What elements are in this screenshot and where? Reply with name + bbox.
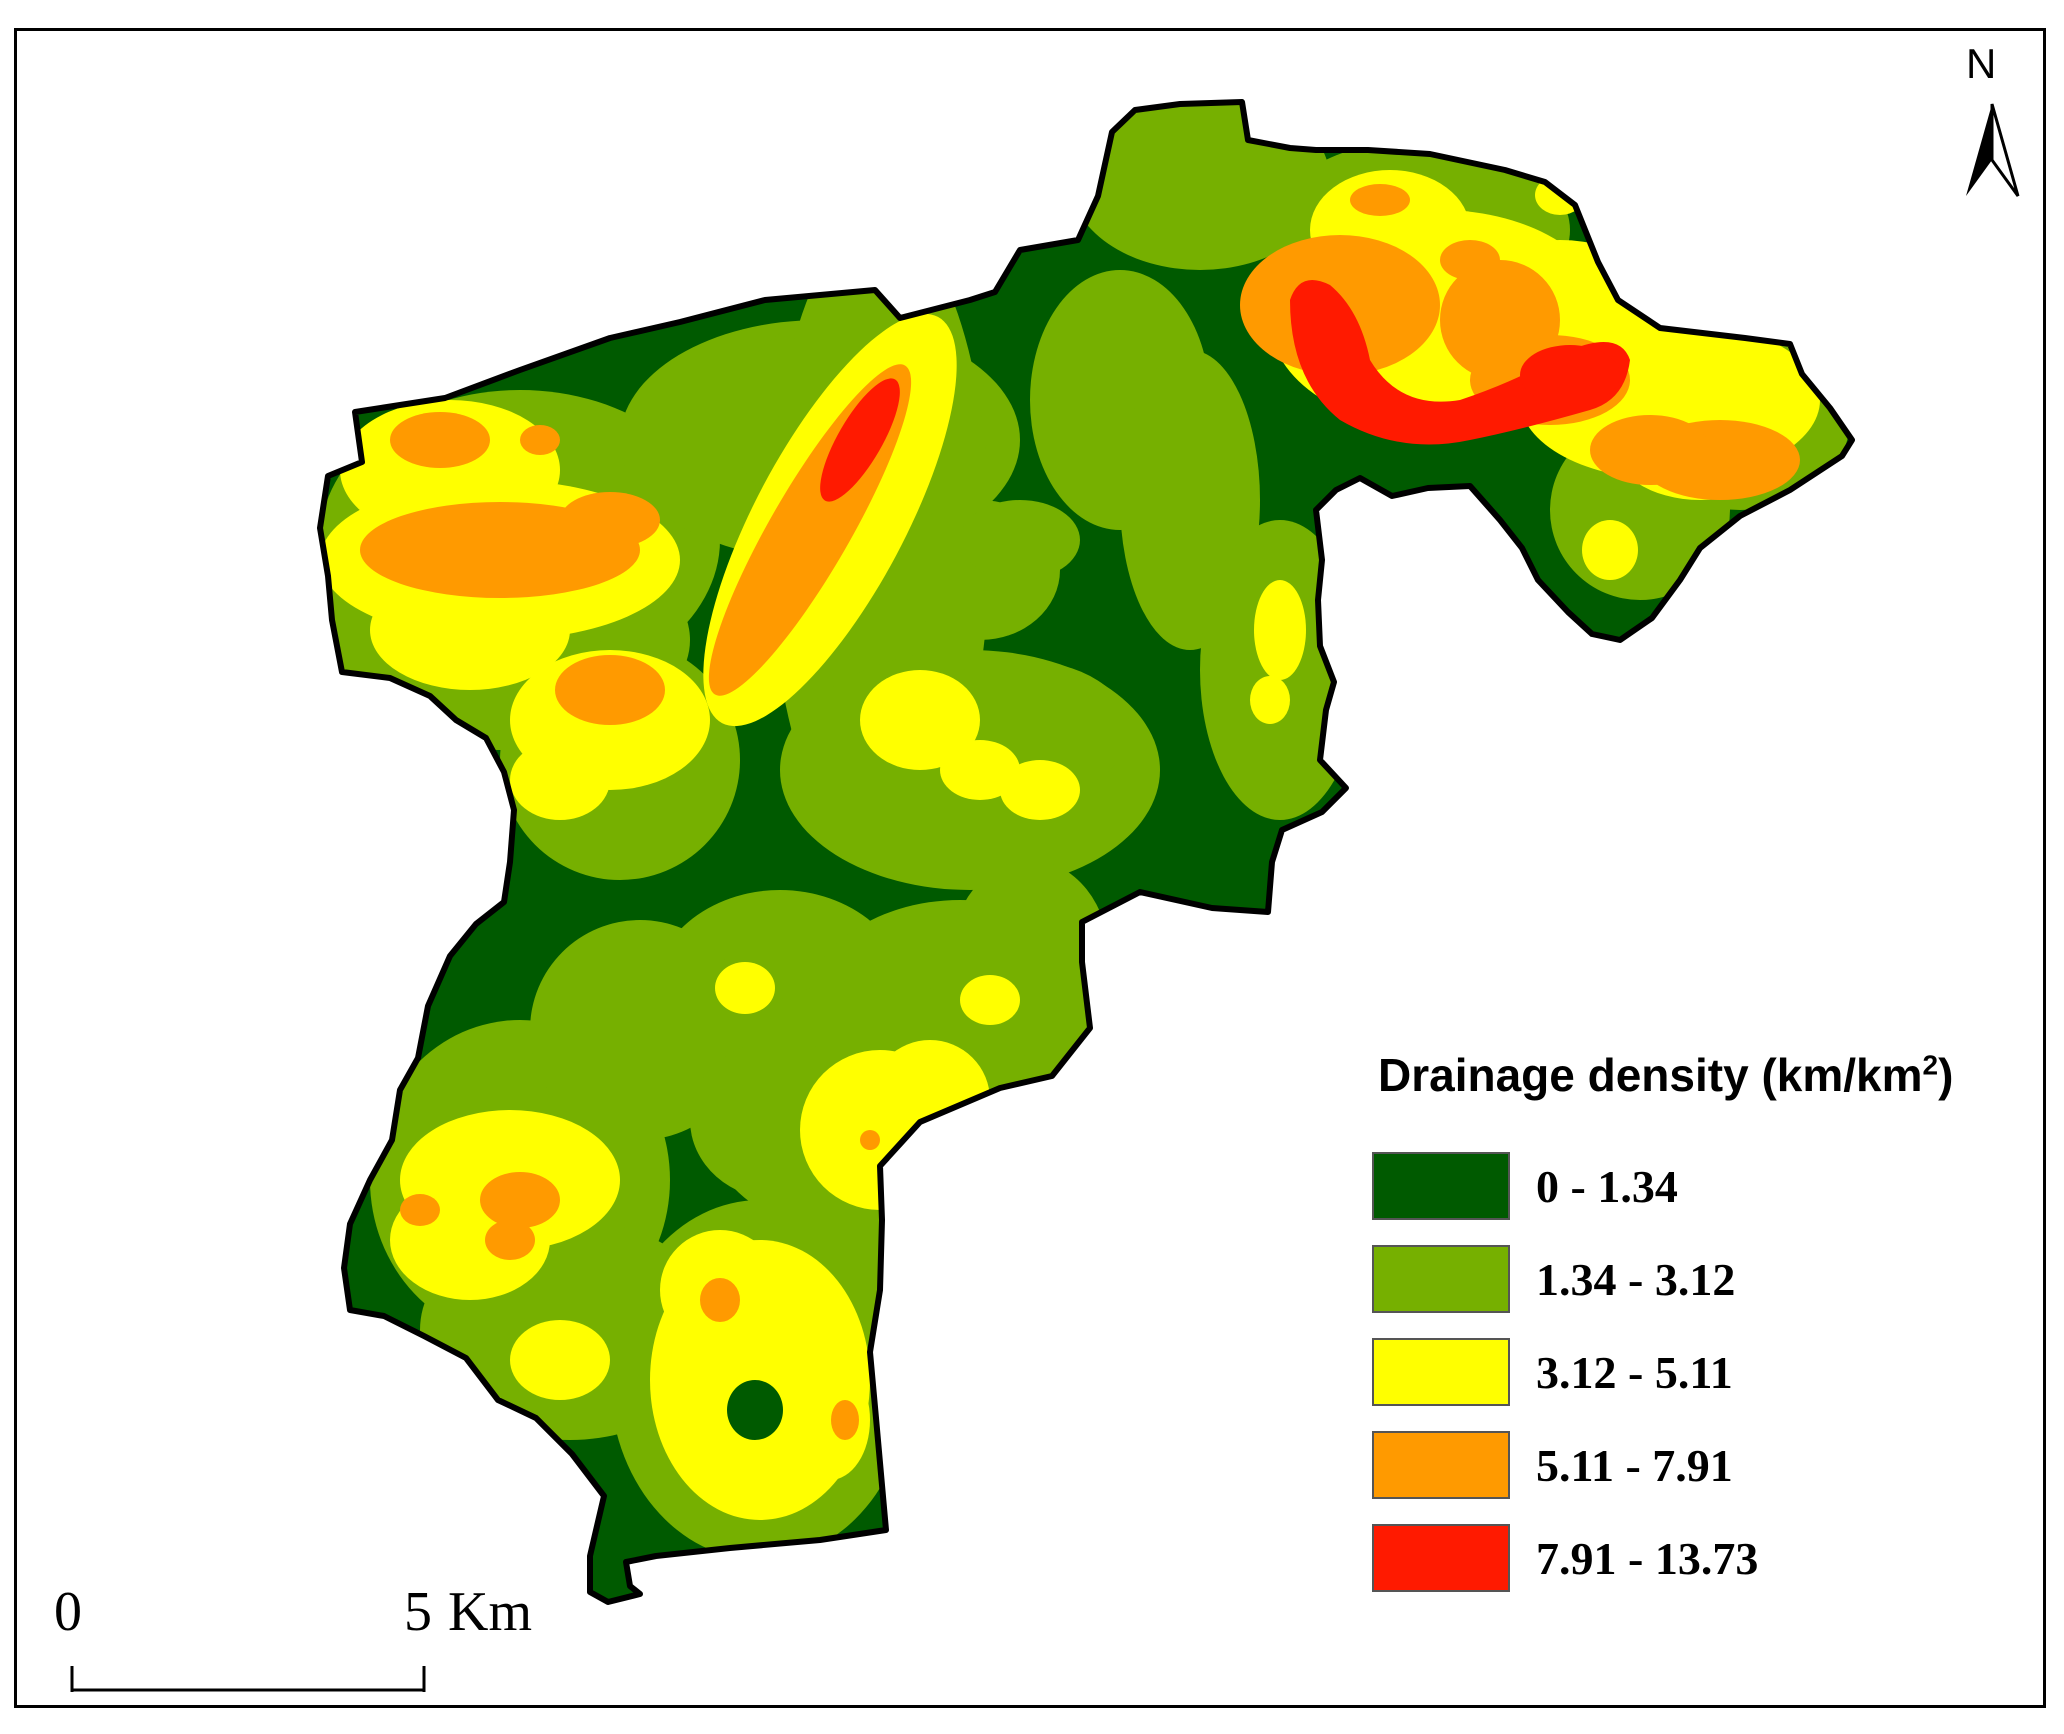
legend-title: Drainage density (km/km2) <box>1378 1048 1953 1102</box>
legend-swatch-class-5 <box>1372 1524 1510 1592</box>
legend-swatch-class-4 <box>1372 1431 1510 1499</box>
legend-label-class-3: 3.12 - 5.11 <box>1536 1347 1733 1398</box>
class-zone-0-1.34-inner <box>727 1380 783 1440</box>
scale-bar <box>70 1666 426 1692</box>
legend-title-text: Drainage density (km/km <box>1378 1049 1923 1101</box>
north-arrow-icon <box>1966 103 2020 197</box>
scale-start-label: 0 <box>54 1581 82 1643</box>
scale-unit-label: Km <box>448 1581 532 1643</box>
legend-label-class-1: 0 - 1.34 <box>1536 1161 1678 1212</box>
legend-item-class-1: 0 - 1.34 <box>1372 1152 1972 1222</box>
legend-item-class-2: 1.34 - 3.12 <box>1372 1245 1972 1315</box>
north-label: N <box>1966 40 1997 87</box>
legend-swatch-class-1 <box>1372 1152 1510 1220</box>
legend-label-class-5: 7.91 - 13.73 <box>1536 1533 1759 1584</box>
class-zone-7.91-13.73 <box>820 280 1630 502</box>
scale-end-label: 5 <box>404 1581 432 1643</box>
legend-swatch-class-3 <box>1372 1338 1510 1406</box>
legend-label-class-2: 1.34 - 3.12 <box>1536 1254 1736 1305</box>
legend-item-class-5: 7.91 - 13.73 <box>1372 1524 1972 1594</box>
legend-title-close: ) <box>1938 1049 1954 1101</box>
legend-item-class-3: 3.12 - 5.11 <box>1372 1338 1972 1408</box>
legend-title-superscript: 2 <box>1922 1049 1939 1081</box>
legend-item-class-4: 5.11 - 7.91 <box>1372 1431 1972 1501</box>
legend-label-class-4: 5.11 - 7.91 <box>1536 1440 1733 1491</box>
legend-swatch-class-2 <box>1372 1245 1510 1313</box>
